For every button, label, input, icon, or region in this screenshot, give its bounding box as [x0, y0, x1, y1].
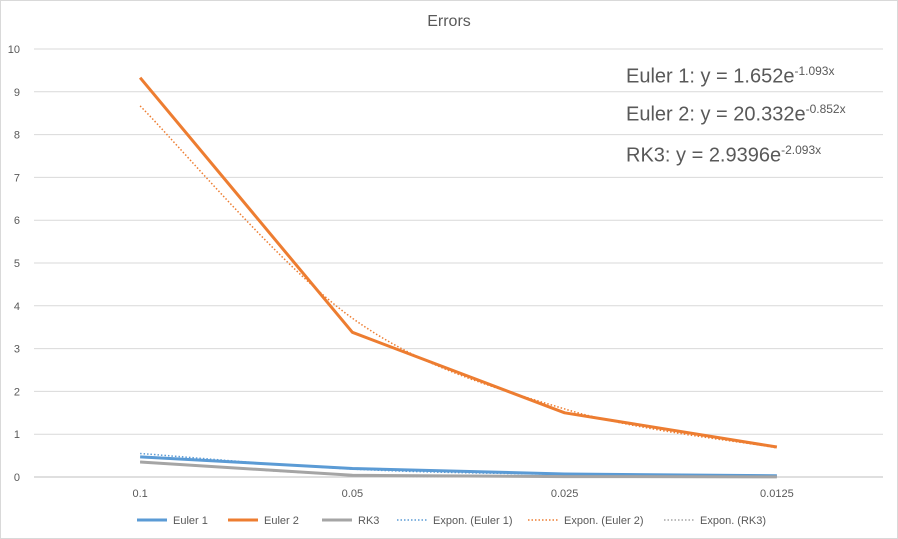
y-tick-label: 1: [14, 429, 20, 441]
x-tick-label: 0.025: [551, 488, 579, 500]
equation-exponent: -1.093x: [794, 64, 835, 78]
x-tick-label: 0.05: [342, 488, 363, 500]
legend-label: Expon. (Euler 1): [433, 515, 512, 527]
series-line-euler-2: [138, 76, 778, 449]
equation-text: Euler 2: y = 20.332e: [626, 103, 806, 126]
y-tick-label: 6: [14, 215, 20, 227]
trendline-expon-euler-2: [139, 105, 778, 449]
legend-label: RK3: [358, 515, 379, 527]
y-tick-label: 3: [14, 344, 20, 356]
equation-exponent: -2.093x: [781, 143, 822, 157]
legend-label: Expon. (RK3): [700, 515, 766, 527]
series-line-euler-1: [140, 455, 777, 478]
y-tick-label: 7: [14, 172, 20, 184]
y-tick-label: 5: [14, 258, 20, 270]
equation-text: RK3: y = 2.9396e: [626, 144, 782, 167]
equation-text: Euler 1: y = 1.652e: [626, 65, 795, 88]
legend-label: Euler 1: [173, 515, 208, 527]
y-tick-label: 8: [14, 130, 20, 142]
series-line-rk3: [140, 460, 777, 479]
legend-label: Expon. (Euler 2): [564, 515, 643, 527]
x-tick-label: 0.0125: [760, 488, 794, 500]
y-tick-label: 4: [14, 301, 20, 313]
trendline-equation-euler2: Euler 2: y = 20.332e-0.852x: [626, 102, 846, 127]
y-tick-label: 9: [14, 87, 20, 99]
x-tick-label: 0.1: [132, 488, 147, 500]
chart-title: Errors: [427, 13, 471, 30]
trendline-equation-rk3: RK3: y = 2.9396e-2.093x: [626, 143, 821, 168]
trendline-equation-euler1: Euler 1: y = 1.652e-1.093x: [626, 64, 834, 89]
legend-label: Euler 2: [264, 515, 299, 527]
y-tick-label: 2: [14, 386, 20, 398]
y-tick-label: 0: [14, 472, 20, 484]
equation-exponent: -0.852x: [805, 102, 846, 116]
y-tick-label: 10: [8, 44, 20, 56]
